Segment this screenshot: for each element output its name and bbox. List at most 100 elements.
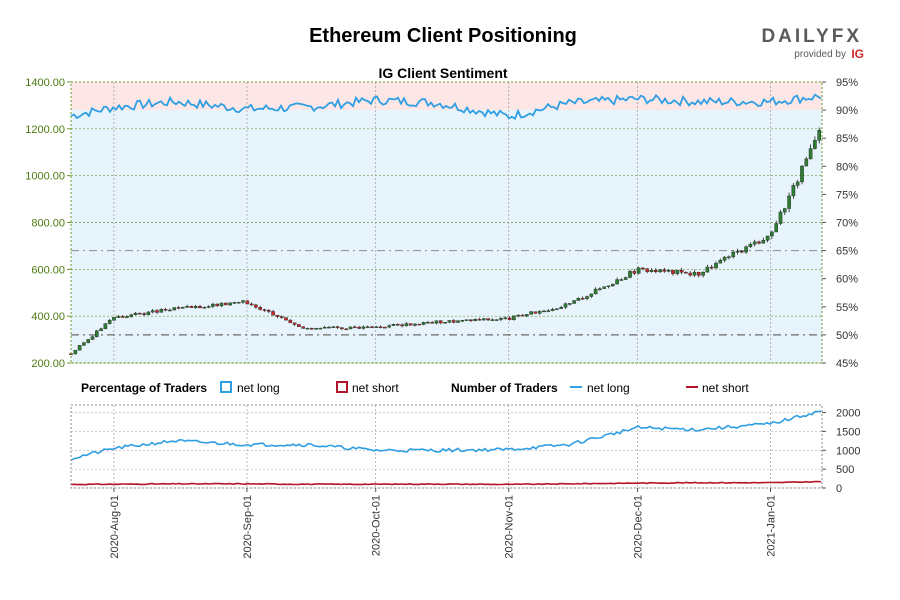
candle-body <box>163 309 168 311</box>
candle-body <box>658 269 662 273</box>
candle-body <box>137 312 142 315</box>
candle-body <box>744 246 748 253</box>
candle-body <box>598 288 602 290</box>
candle-body <box>310 327 314 330</box>
candle-body <box>731 251 735 258</box>
candle-body <box>765 235 770 241</box>
price-candles <box>69 127 821 355</box>
legend: Percentage of Traders net long net short… <box>81 381 749 395</box>
chart-subtitle: IG Client Sentiment <box>378 65 507 81</box>
candle-body <box>632 271 637 274</box>
candle-body <box>761 240 766 244</box>
candle-body <box>357 326 361 329</box>
candle-body <box>103 323 108 329</box>
candle-body <box>211 303 215 307</box>
candle-body <box>675 270 680 274</box>
candle-body <box>490 319 495 321</box>
candle-body <box>262 309 267 311</box>
candle-body <box>120 316 125 318</box>
price-tick-label: 1000.00 <box>25 171 65 183</box>
count-tick-label: 1000 <box>836 445 860 457</box>
candle-body <box>297 324 301 327</box>
date-tick-label: 2020-Sep-01 <box>242 495 254 559</box>
brand-provided-by: provided by <box>794 49 846 60</box>
candle-body <box>198 306 202 309</box>
candle-body <box>305 327 310 330</box>
candle-body <box>740 250 744 253</box>
candle-body <box>503 317 508 320</box>
candle-body <box>361 326 366 329</box>
candle-body <box>391 323 396 326</box>
candle-body <box>86 339 90 343</box>
candle-body <box>469 319 473 321</box>
candle-body <box>301 326 306 329</box>
candle-body <box>189 306 194 308</box>
candle-body <box>770 231 774 237</box>
candle-body <box>671 270 675 274</box>
candle-body <box>219 302 224 307</box>
candle-body <box>800 165 804 183</box>
candle-body <box>292 322 297 325</box>
count-tick-label: 2000 <box>836 408 860 420</box>
candle-body <box>275 314 280 317</box>
candle-body <box>542 310 546 313</box>
candle-body <box>185 306 189 308</box>
candle-body <box>512 315 516 320</box>
candle-body <box>641 267 645 270</box>
candle-body <box>619 279 624 281</box>
candle-body <box>155 310 159 313</box>
candle-body <box>783 208 787 213</box>
candle-body <box>116 316 121 318</box>
candle-body <box>718 259 723 264</box>
candle-body <box>202 307 207 309</box>
candle-body <box>180 306 185 309</box>
candle-body <box>288 319 293 324</box>
candle-body <box>434 320 439 324</box>
candle-body <box>580 298 585 300</box>
candle-body <box>168 309 172 312</box>
chart-title: Ethereum Client Positioning <box>309 25 577 47</box>
candle-body <box>421 322 426 325</box>
pct-tick-label: 50% <box>836 330 858 342</box>
candle-body <box>748 243 753 247</box>
candle-body <box>322 326 327 329</box>
candle-body <box>344 328 349 331</box>
candle-body <box>473 319 478 321</box>
date-tick-label: 2020-Aug-01 <box>109 495 121 559</box>
candle-body <box>340 327 344 330</box>
candle-body <box>516 314 520 317</box>
candle-body <box>331 326 336 328</box>
candle-body <box>589 293 594 297</box>
candle-body <box>550 309 555 311</box>
candle-body <box>808 148 813 160</box>
date-tick-label: 2020-Dec-01 <box>632 495 644 559</box>
candle-body <box>482 318 486 321</box>
candle-body <box>606 285 611 288</box>
candle-body <box>697 271 701 276</box>
count-tick-label: 500 <box>836 464 854 476</box>
candle-body <box>335 326 340 328</box>
pct-tick-label: 60% <box>836 274 858 286</box>
candle-body <box>348 326 353 330</box>
candle-body <box>555 308 559 310</box>
candle-body <box>318 327 323 330</box>
price-tick-label: 800.00 <box>31 218 65 230</box>
candle-body <box>520 314 525 317</box>
legend-num-short-label: net short <box>702 381 749 395</box>
count-gridlines <box>71 405 822 489</box>
candle-body <box>813 140 817 149</box>
net-long-count-line <box>70 410 822 461</box>
candle-body <box>563 303 568 308</box>
candle-body <box>576 298 581 301</box>
candle-body <box>370 326 374 329</box>
pct-tick-label: 95% <box>836 77 858 89</box>
pct-tick-label: 45% <box>836 358 858 370</box>
price-tick-label: 600.00 <box>31 264 65 276</box>
candle-body <box>249 303 254 306</box>
candle-body <box>232 302 237 304</box>
price-tick-label: 1400.00 <box>25 77 65 89</box>
candle-body <box>477 319 482 321</box>
candle-body <box>787 195 791 209</box>
candle-body <box>451 320 456 323</box>
